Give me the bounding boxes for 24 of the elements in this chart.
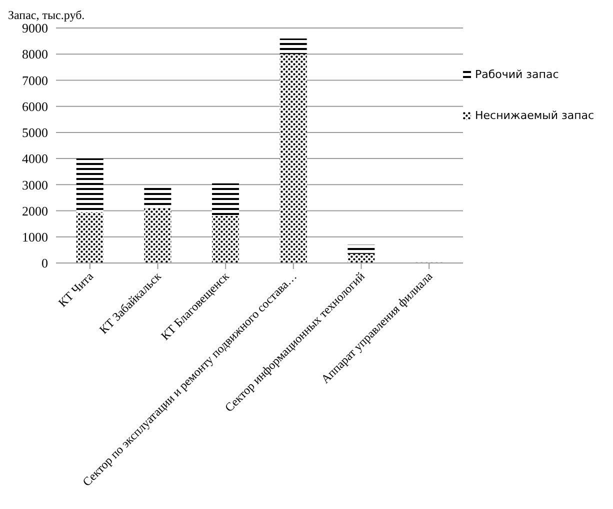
bar [212,183,240,216]
y-tick-label: 1000 [22,230,48,245]
bar [280,38,307,54]
y-tick-label: 3000 [22,177,48,192]
y-tick-label: 0 [42,256,48,271]
y-tick-label: 4000 [22,151,48,166]
bar [144,208,172,263]
y-tick-label: 2000 [22,203,48,218]
y-tick-label: 9000 [22,20,48,36]
bar [76,212,104,263]
y-tick-label: 6000 [22,98,48,114]
y-tick-label: 8000 [22,46,48,62]
bar [348,244,375,254]
bar [280,54,307,263]
bar [144,187,172,208]
bar [76,158,104,212]
bar [348,254,375,263]
legend-label: Неснижаемый запас [475,109,594,122]
legend-label: Рабочий запас [475,68,559,81]
bar [212,216,240,263]
x-tick-label: КТ Чита [56,268,97,310]
y-axis-title: Запас, тыс.руб. [8,8,85,23]
y-tick-label: 5000 [22,125,48,140]
y-tick-label: 7000 [22,72,48,88]
